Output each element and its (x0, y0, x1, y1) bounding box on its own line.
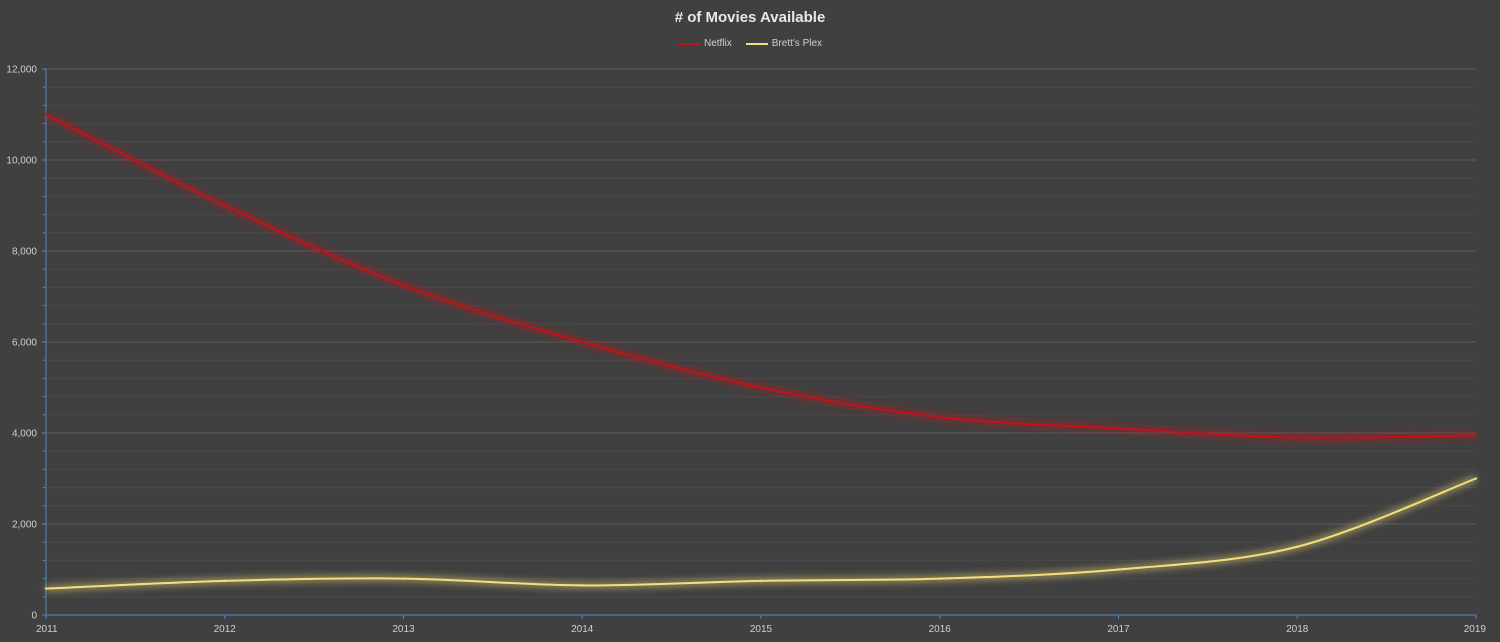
y-tick-label: 8,000 (12, 247, 37, 258)
axes (42, 68, 1477, 619)
data-point-brett-s-plex-2014 (581, 584, 584, 587)
data-point-brett-s-plex-2012 (223, 579, 226, 583)
y-tick-label: 4,000 (12, 429, 37, 440)
x-tick-label: 2012 (214, 624, 237, 635)
y-tick-label: 0 (31, 611, 37, 622)
legend-label-netflix: Netflix (703, 38, 732, 49)
data-point-netflix-2019 (1474, 434, 1478, 437)
gridlines (46, 68, 1476, 598)
legend-swatch-netflix (677, 42, 700, 45)
y-tick-label: 6,000 (12, 338, 37, 349)
x-tick-label: 2013 (392, 624, 415, 635)
x-tick-label: 2011 (36, 624, 58, 635)
y-tick-label: 12,000 (6, 65, 37, 76)
data-point-brett-s-plex-2011 (44, 587, 48, 590)
y-tick-label: 2,000 (12, 520, 37, 531)
data-point-netflix-2011 (44, 113, 48, 116)
data-point-netflix-2013 (402, 283, 405, 287)
x-tick-label: 2018 (1286, 624, 1309, 635)
x-tick-label: 2017 (1107, 624, 1130, 635)
legend-item-netflix: Netflix (677, 38, 732, 49)
x-tick-label: 2014 (571, 624, 594, 635)
data-point-netflix-2016 (938, 415, 941, 419)
data-point-brett-s-plex-2013 (402, 577, 405, 580)
series (44, 111, 1478, 593)
data-point-brett-s-plex-2018 (1296, 545, 1299, 548)
data-point-netflix-2018 (1296, 436, 1299, 439)
data-point-netflix-2012 (223, 204, 226, 207)
legend-label-bretts-plex: Brett's Plex (771, 38, 823, 49)
data-point-netflix-2015 (759, 386, 763, 389)
data-point-netflix-2014 (581, 340, 584, 344)
legend-item-bretts-plex: Brett's Plex (745, 38, 823, 49)
x-tick-label: 2019 (1464, 624, 1487, 635)
series-glow-netflix (44, 111, 1477, 442)
data-point-brett-s-plex-2016 (938, 577, 941, 580)
data-point-netflix-2017 (1117, 427, 1120, 430)
series-glow-brett-s-plex (45, 475, 1478, 593)
data-point-brett-s-plex-2017 (1117, 568, 1120, 571)
x-tick-label: 2015 (750, 624, 773, 635)
data-point-brett-s-plex-2019 (1474, 477, 1478, 480)
x-tick-label: 2016 (929, 624, 952, 635)
chart-title: # of Movies Available (674, 9, 826, 26)
y-tick-label: 10,000 (6, 156, 37, 167)
tick-labels: 0 2,000 4,000 6,000 8,000 10,000 12,000 2011 201… (6, 65, 1486, 636)
data-point-brett-s-plex-2015 (759, 579, 763, 583)
legend-swatch-bretts-plex (745, 42, 768, 45)
legend: Netflix Brett's Plex (0, 38, 1500, 49)
series-line-brett-s-plex (45, 477, 1477, 590)
